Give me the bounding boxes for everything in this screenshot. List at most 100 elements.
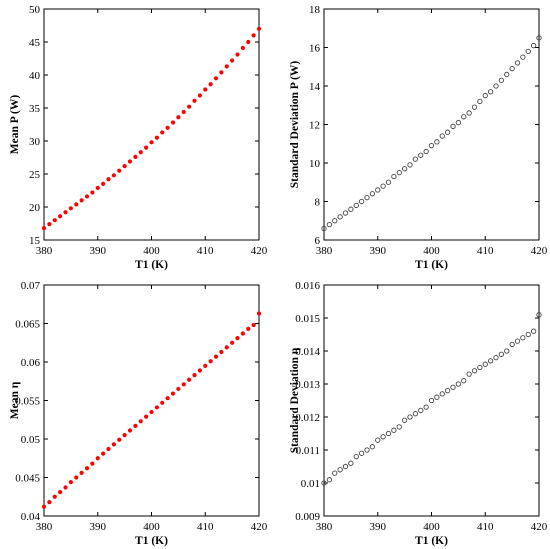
data-point — [530, 42, 537, 49]
data-point — [401, 417, 408, 423]
chart-panel-3: 380 390 400 410 420 0.04 0.045 0.05 0.055 0.06 0.0… — [9, 280, 268, 547]
x-tick-label: 410 — [477, 245, 494, 257]
x-axis-label: T1 (K) — [135, 535, 168, 547]
data-point — [68, 206, 73, 211]
y-tick-label: 20 — [29, 202, 41, 214]
data-point — [176, 115, 181, 120]
data-point — [455, 381, 462, 387]
x-tick-label: 410 — [197, 521, 214, 533]
y-tick-label: 0.009 — [295, 511, 320, 523]
x-tick-label: 400 — [143, 245, 160, 257]
data-point — [251, 322, 256, 328]
data-point — [170, 391, 176, 396]
y-tick-label: 45 — [29, 37, 41, 49]
data-point — [348, 460, 354, 466]
data-point — [127, 159, 133, 164]
data-point — [536, 312, 542, 318]
data-point — [342, 463, 349, 470]
data-point — [90, 190, 95, 195]
plot-frame — [43, 284, 260, 517]
data-point — [84, 194, 90, 199]
data-point — [111, 442, 116, 447]
data-point — [144, 414, 149, 419]
data-point — [321, 480, 327, 486]
x-tick-label: 420 — [531, 245, 548, 257]
data-point — [117, 437, 122, 442]
x-tick-label: 410 — [197, 245, 214, 257]
data-point — [321, 225, 327, 232]
data-point — [192, 372, 197, 378]
data-point — [208, 82, 213, 87]
data-point — [358, 450, 365, 456]
data-point — [514, 338, 521, 344]
data-point — [385, 430, 392, 437]
data-point — [213, 76, 219, 81]
chart-panel-2: 380 390 400 410 420 6 8 10 12 14 16 18 T1 (K) Standar… — [289, 4, 548, 271]
data-point — [74, 475, 79, 480]
data-point — [41, 226, 47, 231]
data-point — [396, 424, 402, 430]
y-tick-label: 8 — [315, 197, 321, 209]
data-point — [332, 470, 338, 476]
data-point — [246, 39, 251, 45]
data-point — [154, 405, 159, 410]
data-point — [514, 60, 521, 66]
y-tick-label: 25 — [29, 169, 41, 181]
x-tick-label: 420 — [251, 521, 268, 533]
data-point — [434, 139, 440, 145]
data-point — [95, 456, 100, 461]
x-tick-label: 390 — [370, 245, 387, 257]
data-point — [122, 433, 127, 438]
y-tick-label: 10 — [309, 158, 321, 170]
data-point — [412, 411, 419, 417]
data-point — [58, 490, 63, 495]
data-point — [337, 467, 343, 473]
y-tick-label: 0.014 — [295, 346, 320, 358]
y-tick-label: 0.05 — [21, 434, 41, 446]
x-tick-label: 380 — [316, 521, 333, 533]
y-tick-label: 0.015 — [295, 313, 320, 325]
plot-frame — [323, 284, 540, 517]
y-tick-label: 16 — [309, 43, 321, 55]
data-point — [369, 191, 376, 197]
y-tick-label: 0.012 — [295, 412, 320, 424]
data-point — [418, 152, 424, 158]
data-point — [138, 150, 143, 155]
data-point — [525, 48, 531, 54]
y-tick-label: 12 — [309, 120, 320, 132]
y-tick-label: 15 — [29, 235, 41, 247]
data-point — [127, 428, 133, 433]
y-tick-label: 0.045 — [15, 473, 40, 485]
data-point — [369, 444, 376, 450]
data-point — [477, 98, 483, 105]
y-tick-label: 0.055 — [15, 396, 40, 408]
data-point — [487, 89, 494, 95]
data-point — [240, 331, 245, 336]
y-tick-label: 18 — [309, 4, 321, 16]
y-tick-label: 0.06 — [21, 357, 41, 369]
data-point — [375, 187, 381, 193]
data-point — [224, 64, 229, 69]
data-point — [520, 335, 526, 341]
data-point — [423, 148, 429, 155]
data-point — [106, 177, 111, 182]
chart-panel-1: 380 390 400 410 420 15 20 25 30 35 40 45 50 T1 (K) Mea… — [9, 4, 268, 271]
x-tick-label: 400 — [423, 245, 440, 257]
x-tick-label: 380 — [316, 245, 333, 257]
data-point — [208, 359, 213, 364]
data-point — [101, 451, 106, 456]
data-point — [375, 437, 381, 443]
data-point — [525, 331, 531, 338]
data-point — [498, 77, 505, 83]
data-point — [364, 447, 370, 453]
data-point — [251, 33, 256, 38]
data-point — [197, 368, 202, 373]
data-point — [358, 198, 365, 205]
data-point — [450, 384, 456, 390]
data-point — [423, 404, 429, 410]
data-point — [133, 423, 138, 429]
data-point — [353, 202, 359, 209]
data-point — [439, 133, 445, 139]
data-point — [101, 181, 106, 186]
data-point — [79, 198, 84, 203]
